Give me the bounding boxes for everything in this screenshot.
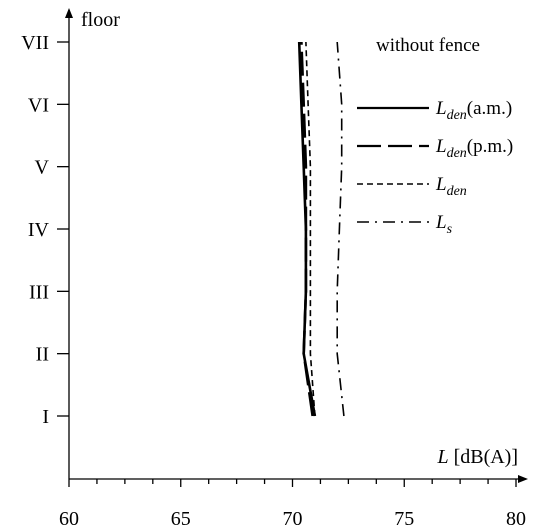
legend-label: Lden [435,174,467,199]
y-axis-arrow-icon [65,8,73,18]
x-tick-label: 65 [171,508,191,530]
y-axis-title: floor [81,9,120,31]
series-line-lden [305,41,316,417]
y-tick-label: VI [28,94,49,116]
x-axis-arrow-icon [518,475,528,483]
x-axis-title: L [dB(A)] [436,446,518,468]
axes [65,8,528,483]
series-line-lden-p-m- [300,41,314,417]
y-tick-label: II [36,344,49,366]
x-tick-label: 70 [283,508,303,530]
labels: floor L [dB(A)] without fence [81,9,518,468]
y-tick-label: VII [21,32,49,54]
series-layer [297,41,345,417]
legend: Lden(a.m.) Lden(p.m.) Lden Ls [357,98,513,237]
series-line-ls [336,41,345,417]
annotation-text: without fence [376,35,480,56]
x-tick-label: 60 [59,508,79,530]
x-tick-label: 80 [506,508,526,530]
legend-label: Lden(p.m.) [435,136,513,161]
legend-label: Lden(a.m.) [435,98,512,123]
x-tick-label: 75 [394,508,414,530]
y-tick-label: IV [28,219,50,241]
y-tick-label: I [42,406,49,428]
legend-label: Ls [435,212,453,237]
y-tick-label: III [29,281,49,303]
y-tick-label: V [35,157,50,179]
